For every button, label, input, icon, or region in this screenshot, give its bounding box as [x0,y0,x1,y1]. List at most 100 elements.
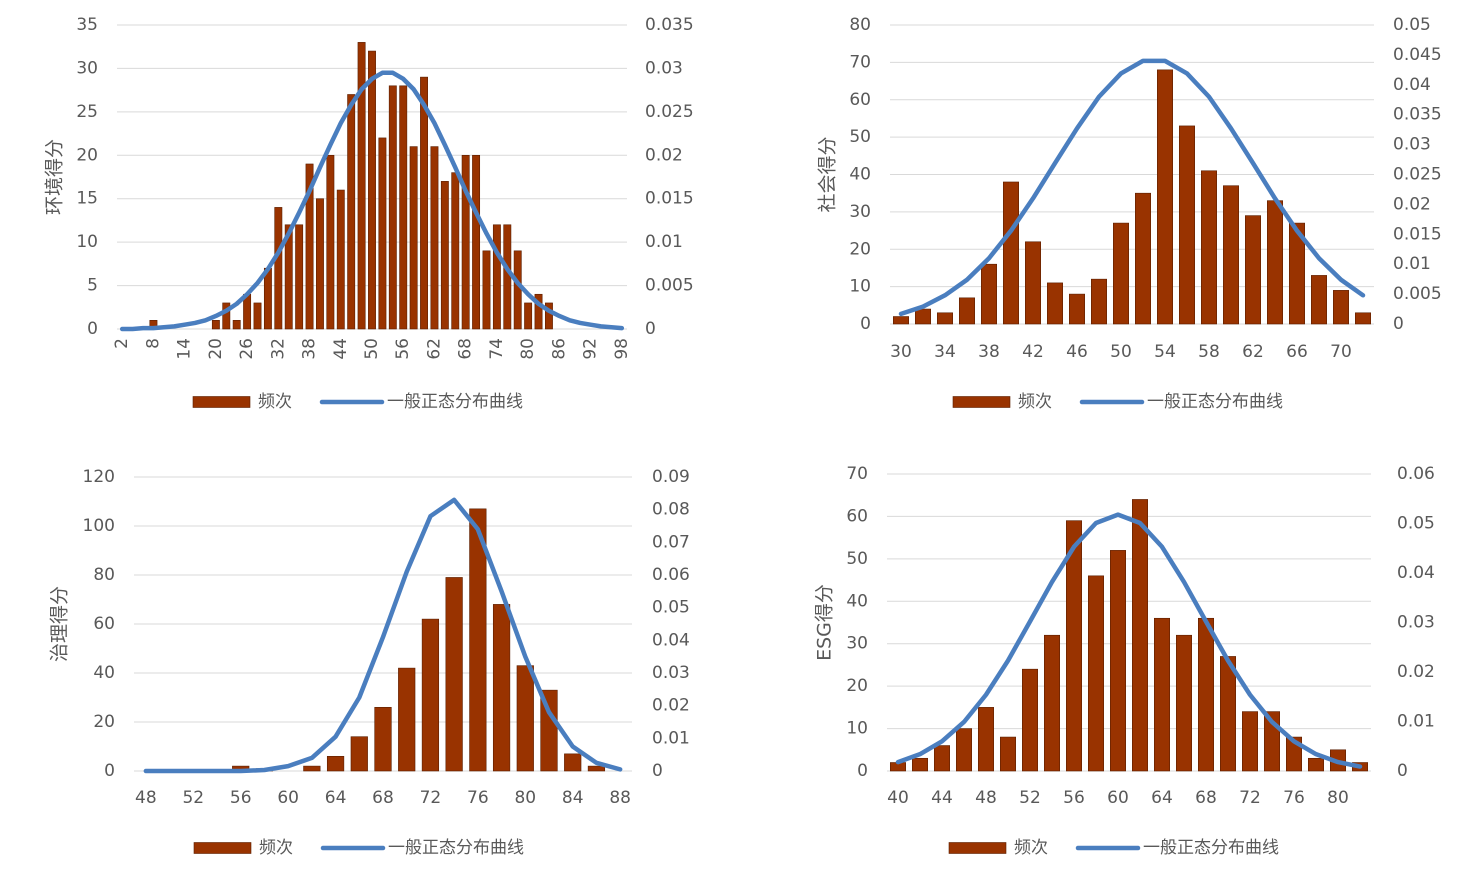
bar [492,604,511,772]
x-tick-label: 46 [1066,342,1088,362]
bar [284,224,293,330]
legend-swatch [192,396,251,408]
x-tick-label: 62 [424,338,444,360]
x-tick-label: 72 [420,788,442,808]
y2-tick-label: 0.03 [652,663,690,683]
y2-tick-label: 0.025 [645,102,694,122]
bar [445,577,463,772]
y2-tick-label: 0.01 [1397,712,1435,732]
legend-swatch [948,842,1007,854]
y-tick-label: 0 [87,319,98,339]
bar [336,189,345,330]
y2-tick-label: 0 [652,761,663,781]
y-tick-label: 60 [846,506,868,526]
x-tick-label: 92 [581,338,601,360]
bar [524,302,533,330]
x-tick-label: 72 [1239,788,1261,808]
x-tick-label: 56 [230,788,252,808]
x-tick-label: 54 [1154,342,1176,362]
y2-tick-label: 0.02 [645,145,683,165]
bar [378,137,387,330]
x-tick-label: 30 [890,342,912,362]
legend-label: 一般正态分布曲线 [387,392,523,412]
bar [1242,711,1259,772]
x-tick-label: 70 [1330,342,1352,362]
y2-tick-label: 0.05 [1397,514,1435,534]
bar [936,312,953,325]
legend-label: 频次 [1014,838,1048,858]
y2-tick-label: 0.04 [1397,563,1435,583]
bar [1157,69,1174,325]
x-tick-label: 44 [931,788,953,808]
x-tick-label: 26 [237,338,257,360]
x-tick-label: 38 [978,342,1000,362]
y-tick-label: 60 [849,90,871,110]
x-tick-label: 48 [135,788,157,808]
y2-tick-label: 0.05 [652,598,690,618]
bar [1088,575,1105,772]
bar [1198,617,1215,772]
bar [534,293,543,330]
line [895,512,1363,769]
x-tick-label: 40 [887,788,909,808]
x-tick-label: 44 [331,338,351,360]
x-tick-label: 50 [1110,342,1132,362]
y2-tick-label: 0.03 [645,58,683,78]
bar [1047,282,1064,325]
bar [999,736,1016,772]
bar [368,50,376,330]
bar [305,163,314,330]
bar [440,181,449,330]
bar [1355,312,1372,325]
y-tick-label: 120 [83,467,115,487]
y2-tick-label: 0.025 [1393,165,1442,185]
y2-tick-label: 0.08 [652,500,690,520]
bar [540,689,558,772]
bar [420,76,428,330]
y2-tick-label: 0.015 [1393,224,1442,244]
bar [347,94,356,330]
y-tick-label: 40 [849,165,871,185]
bar [977,707,994,772]
y2-tick-label: 0.09 [652,467,690,487]
bar [1179,125,1196,325]
y-tick-label: 70 [849,52,871,72]
bar [303,765,321,772]
bar [430,146,439,330]
x-tick-label: 66 [1286,342,1308,362]
x-tick-label: 76 [467,788,489,808]
bar [1176,634,1193,772]
y-tick-label: 10 [849,277,871,297]
x-tick-label: 20 [206,338,226,360]
x-tick-label: 32 [268,338,288,360]
bar [295,224,304,330]
bar [955,728,972,772]
x-tick-label: 62 [1242,342,1264,362]
x-tick-label: 42 [1022,342,1044,362]
y2-tick-label: 0.015 [645,189,694,209]
bar [253,302,262,330]
line [898,58,1366,317]
x-tick-label: 38 [300,338,320,360]
bar [544,302,553,330]
y2-tick-label: 0.035 [1393,105,1442,125]
bar [492,224,501,330]
x-tick-label: 8 [143,338,163,349]
x-tick-label: 14 [175,338,195,360]
bar [1311,275,1328,325]
y-tick-label: 15 [76,189,98,209]
bar [374,706,392,772]
y2-tick-label: 0 [1397,761,1408,781]
y-axis-title: 环境得分 [44,139,66,215]
bar [1044,634,1061,772]
y-tick-label: 10 [846,719,868,739]
bar [472,154,481,330]
y2-tick-label: 0.005 [1393,284,1442,304]
y2-tick-label: 0.01 [652,728,690,748]
y-tick-label: 20 [93,712,115,732]
legend-label: 频次 [259,838,293,858]
y-tick-label: 60 [93,614,115,634]
y-tick-label: 25 [76,102,98,122]
bar [564,753,582,772]
